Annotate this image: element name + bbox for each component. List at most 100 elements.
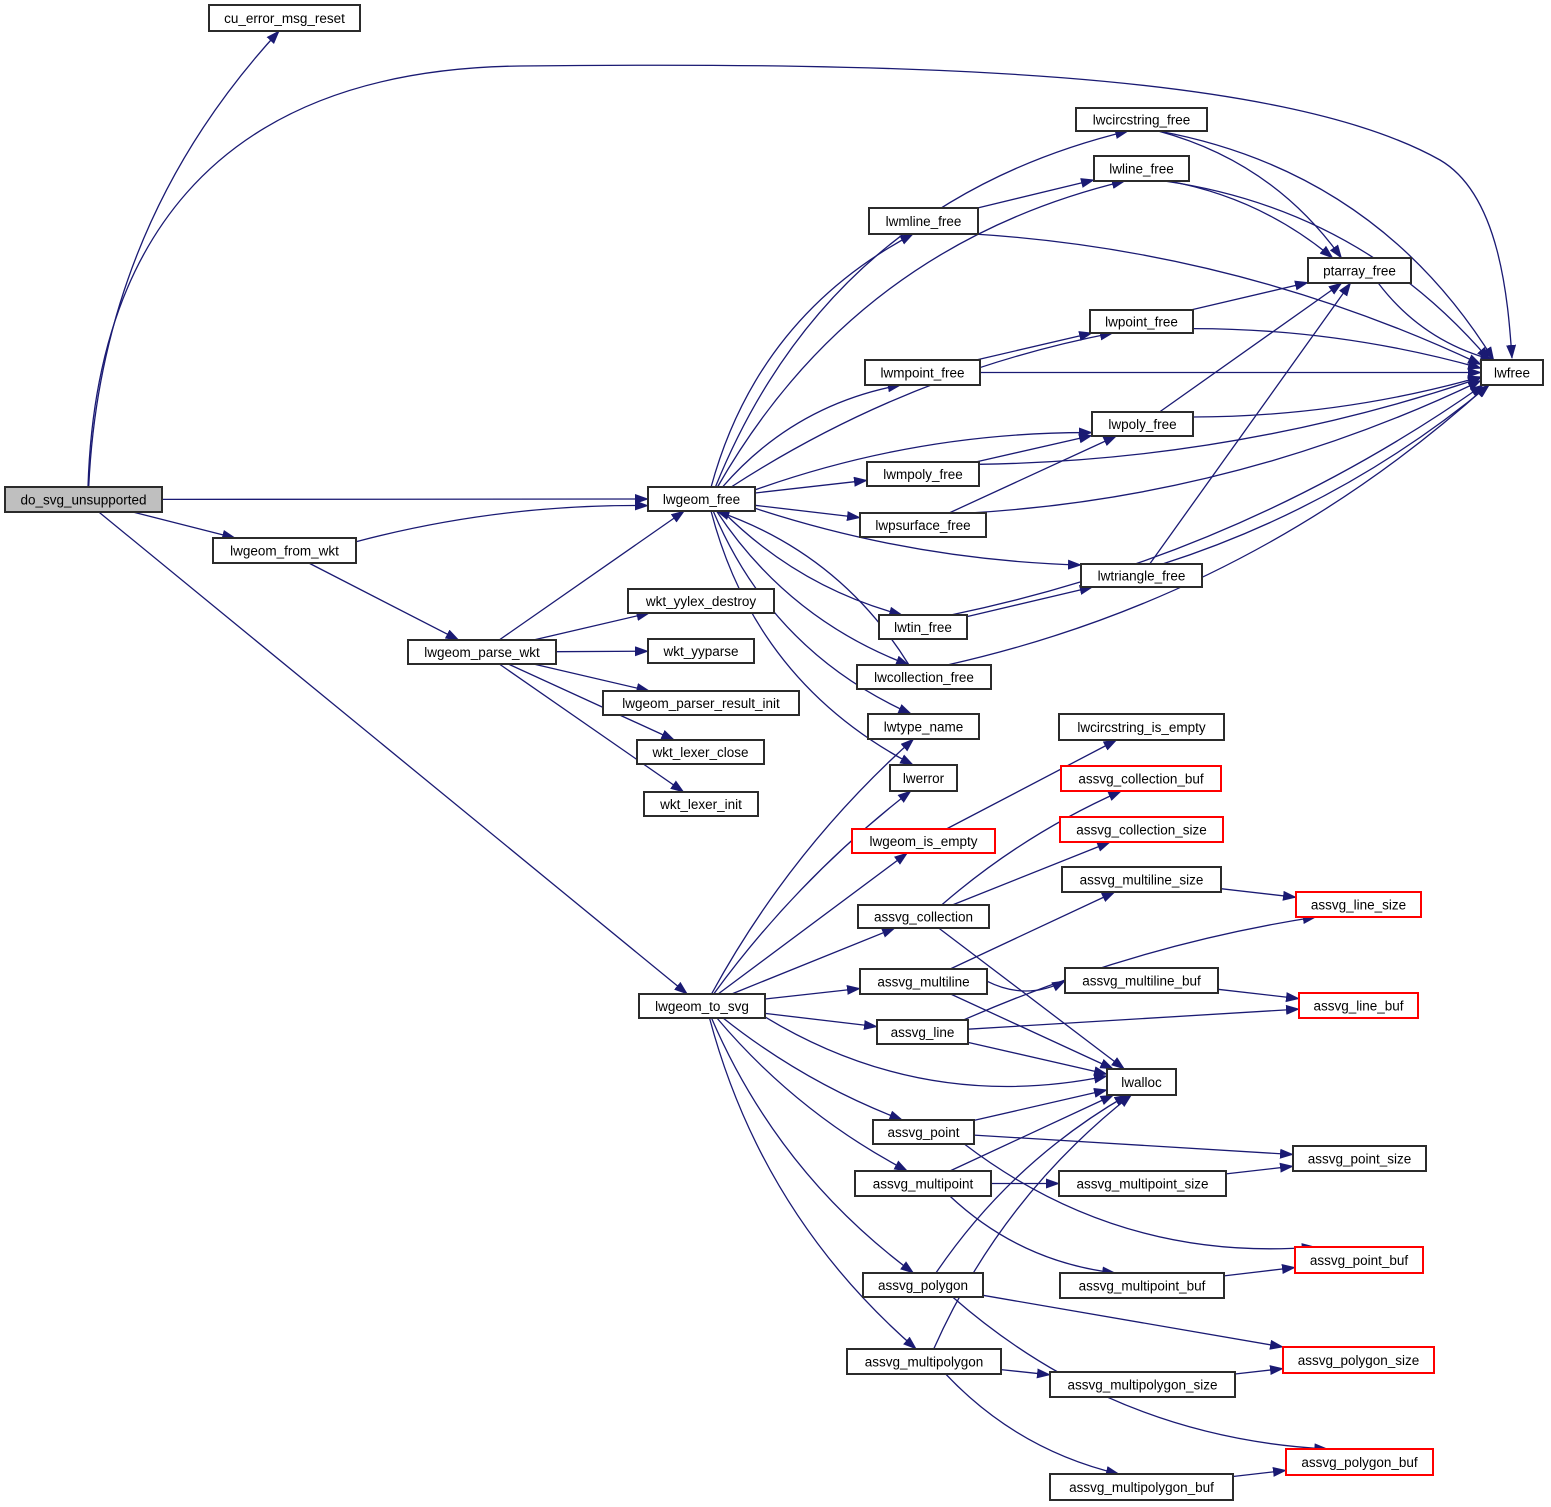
node-wkt-yylex-destroy[interactable]: wkt_yylex_destroy (627, 588, 775, 614)
node-lwtriangle-free[interactable]: lwtriangle_free (1080, 563, 1203, 588)
node-lwmline-free[interactable]: lwmline_free (868, 207, 979, 235)
node-lwgeom-parse-wkt[interactable]: lwgeom_parse_wkt (407, 639, 557, 665)
node-label-lwcircstring-free: lwcircstring_free (1093, 112, 1191, 127)
edge-lwgeom-parse-wkt--lwgeom-free (498, 510, 686, 641)
node-label-lwgeom-parse-wkt: lwgeom_parse_wkt (424, 645, 540, 660)
node-wkt-yyparse[interactable]: wkt_yyparse (647, 638, 755, 664)
node-label-assvg-multiline-size: assvg_multiline_size (1080, 872, 1204, 887)
node-label-assvg-multipoint: assvg_multipoint (873, 1176, 974, 1191)
edge-lwgeom-to-svg--assvg-point (722, 1017, 904, 1121)
node-label-lwline-free: lwline_free (1109, 161, 1174, 176)
node-lwpoint-free[interactable]: lwpoint_free (1089, 309, 1194, 334)
edge-lwgeom-from-wkt--lwgeom-parse-wkt (308, 562, 460, 641)
edge-do-svg-unsupported--lwgeom-to-svg (98, 511, 689, 995)
node-assvg-multipoint[interactable]: assvg_multipoint (854, 1170, 992, 1197)
node-lwmpoint-free[interactable]: lwmpoint_free (864, 359, 981, 386)
edge-lwcollection-free--lwfree (947, 384, 1489, 666)
node-assvg-multiline-size[interactable]: assvg_multiline_size (1061, 866, 1222, 893)
edge-lwpsurface-free--lwfree (969, 379, 1482, 514)
edge-lwgeom-to-svg--lwalloc (764, 1016, 1108, 1088)
node-lwcollection-free[interactable]: lwcollection_free (856, 664, 992, 690)
node-label-lwgeom-is-empty: lwgeom_is_empty (869, 834, 977, 849)
node-lwgeom-to-svg[interactable]: lwgeom_to_svg (638, 993, 766, 1019)
edge-lwtriangle-free--lwfree (1162, 384, 1490, 565)
node-wkt-lexer-close[interactable]: wkt_lexer_close (636, 739, 765, 765)
edge-lwgeom-free--lwtriangle-free (754, 507, 1082, 570)
edge-assvg-line--assvg-line-size (963, 914, 1317, 1021)
edge-assvg-point--lwalloc (973, 1087, 1108, 1122)
node-assvg-multipolygon-size[interactable]: assvg_multipolygon_size (1049, 1371, 1236, 1398)
edge-lwgeom-parse-wkt--wkt-lexer-close (507, 663, 676, 741)
node-lwgeom-free[interactable]: lwgeom_free (647, 486, 756, 512)
node-lwgeom-parser-result-init[interactable]: lwgeom_parser_result_init (602, 690, 800, 716)
edge-assvg-polygon--assvg-polygon-buf (952, 1296, 1329, 1454)
edge-lwmpoly-free--lwpoly-free (975, 433, 1093, 463)
edge-lwgeom-is-empty--lwcircstring-is-empty (946, 739, 1118, 830)
node-lwerror[interactable]: lwerror (889, 764, 958, 792)
node-assvg-point-buf[interactable]: assvg_point_buf (1294, 1246, 1424, 1274)
node-label-assvg-point-size: assvg_point_size (1308, 1151, 1412, 1166)
node-assvg-multipolygon[interactable]: assvg_multipolygon (846, 1348, 1002, 1375)
node-lwline-free[interactable]: lwline_free (1093, 155, 1190, 182)
edge-lwgeom-to-svg--assvg-multiline (764, 984, 861, 1000)
node-lwalloc[interactable]: lwalloc (1106, 1068, 1177, 1096)
node-assvg-point[interactable]: assvg_point (872, 1119, 975, 1145)
edge-assvg-multiline--lwalloc (950, 993, 1115, 1070)
node-assvg-collection-buf[interactable]: assvg_collection_buf (1060, 765, 1222, 792)
node-label-wkt-yyparse: wkt_yyparse (662, 644, 738, 659)
node-assvg-polygon[interactable]: assvg_polygon (862, 1272, 984, 1298)
node-assvg-line-buf[interactable]: assvg_line_buf (1298, 992, 1419, 1019)
node-assvg-collection-size[interactable]: assvg_collection_size (1059, 816, 1224, 843)
node-cu-error-msg-reset[interactable]: cu_error_msg_reset (208, 4, 361, 32)
node-lwcircstring-free[interactable]: lwcircstring_free (1075, 107, 1208, 132)
edge-lwgeom-free--lwmpoly-free (754, 476, 868, 494)
edge-lwline-free--lwfree (1164, 180, 1490, 361)
node-label-wkt-lexer-close: wkt_lexer_close (651, 745, 748, 760)
node-wkt-lexer-init[interactable]: wkt_lexer_init (643, 791, 759, 817)
node-assvg-multiline-buf[interactable]: assvg_multiline_buf (1064, 967, 1219, 994)
node-label-lwtype-name: lwtype_name (884, 719, 964, 734)
node-assvg-polygon-size[interactable]: assvg_polygon_size (1282, 1346, 1435, 1374)
node-label-lwpoint-free: lwpoint_free (1105, 314, 1178, 329)
edge-lwmline-free--lwfree (973, 233, 1482, 366)
edge-lwgeom-to-svg--assvg-collection (731, 927, 896, 995)
edge-lwgeom-parse-wkt--lwgeom-parser-result-init (533, 663, 651, 693)
edge-assvg-multipoint-size--assvg-point-size (1225, 1162, 1294, 1175)
node-label-assvg-multiline: assvg_multiline (877, 974, 969, 989)
edges-layer (87, 30, 1517, 1478)
edge-assvg-collection--assvg-collection-buf (941, 790, 1123, 906)
node-lwcircstring-is-empty[interactable]: lwcircstring_is_empty (1058, 713, 1225, 741)
node-assvg-multipolygon-buf[interactable]: assvg_multipolygon_buf (1049, 1473, 1234, 1501)
node-assvg-multiline[interactable]: assvg_multiline (859, 968, 988, 995)
edge-lwgeom-parse-wkt--wkt-lexer-init (498, 663, 685, 793)
node-lwpsurface-free[interactable]: lwpsurface_free (859, 512, 987, 538)
edge-assvg-polygon--lwalloc (935, 1094, 1129, 1274)
node-ptarray-free[interactable]: ptarray_free (1307, 257, 1412, 284)
node-lwgeom-from-wkt[interactable]: lwgeom_from_wkt (212, 537, 357, 564)
node-lwtin-free[interactable]: lwtin_free (878, 614, 968, 640)
node-lwpoly-free[interactable]: lwpoly_free (1091, 411, 1194, 437)
node-label-assvg-multipoint-size: assvg_multipoint_size (1076, 1176, 1208, 1191)
edge-lwgeom-free--lwcircstring-free (714, 129, 1130, 488)
edge-lwtin-free--lwfree (950, 384, 1484, 616)
node-assvg-multipoint-size[interactable]: assvg_multipoint_size (1058, 1170, 1227, 1197)
edge-assvg-collection--lwalloc (938, 927, 1126, 1070)
node-label-assvg-polygon-size: assvg_polygon_size (1298, 1353, 1420, 1368)
node-assvg-line-size[interactable]: assvg_line_size (1295, 891, 1422, 918)
edge-lwgeom-to-svg--lwtype-name (710, 738, 915, 995)
node-lwmpoly-free[interactable]: lwmpoly_free (866, 461, 980, 487)
node-assvg-polygon-buf[interactable]: assvg_polygon_buf (1285, 1448, 1434, 1476)
node-label-lwtin-free: lwtin_free (894, 620, 952, 635)
node-assvg-collection[interactable]: assvg_collection (857, 904, 990, 929)
node-lwtype-name[interactable]: lwtype_name (867, 713, 980, 740)
node-label-assvg-line-buf: assvg_line_buf (1313, 998, 1403, 1013)
node-lwfree[interactable]: lwfree (1480, 359, 1544, 386)
node-assvg-multipoint-buf[interactable]: assvg_multipoint_buf (1059, 1272, 1225, 1299)
node-assvg-point-size[interactable]: assvg_point_size (1292, 1145, 1427, 1172)
node-assvg-line[interactable]: assvg_line (876, 1019, 969, 1045)
node-lwgeom-is-empty[interactable]: lwgeom_is_empty (851, 828, 996, 854)
edge-lwpsurface-free--lwpoly-free (948, 435, 1118, 514)
edge-lwpoint-free--lwfree (1192, 327, 1482, 370)
node-label-assvg-multipoint-buf: assvg_multipoint_buf (1079, 1278, 1206, 1293)
edge-assvg-point--assvg-point-size (973, 1134, 1294, 1159)
